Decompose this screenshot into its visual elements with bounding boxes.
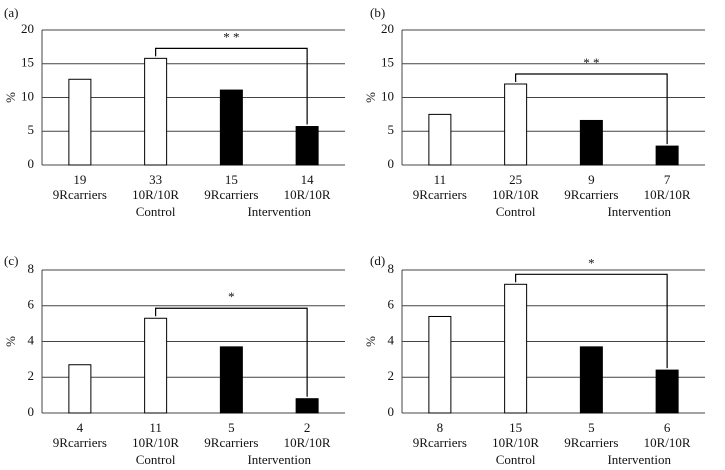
group-label: Intervention [247, 452, 311, 467]
x-tick-label: 9Rcarriers [204, 187, 258, 202]
significance-label: * [588, 255, 595, 270]
y-tick-label: 20 [21, 21, 34, 36]
x-tick-label: 9Rcarriers [204, 435, 258, 450]
y-tick-label: 5 [28, 122, 35, 137]
bar [219, 346, 243, 414]
y-axis-label: % [363, 336, 378, 347]
bar [655, 369, 679, 414]
x-tick-label: 10R/10R [644, 187, 691, 202]
n-label: 11 [149, 420, 162, 435]
x-tick-label: 10R/10R [492, 435, 539, 450]
n-label: 9 [588, 172, 595, 187]
bar [655, 145, 679, 166]
panel-label: (a) [4, 5, 18, 20]
y-tick-label: 0 [388, 156, 395, 171]
bar [428, 315, 452, 414]
group-label: Intervention [247, 204, 311, 219]
bar [504, 283, 528, 414]
y-tick-label: 4 [28, 332, 35, 347]
panel-label: (d) [370, 253, 385, 268]
bar [428, 113, 452, 166]
y-tick-label: 15 [381, 55, 394, 70]
n-label: 15 [509, 420, 522, 435]
y-tick-label: 2 [388, 368, 395, 383]
group-label: Control [496, 204, 536, 219]
n-label: 15 [225, 172, 238, 187]
x-tick-label: 9Rcarriers [413, 435, 467, 450]
n-label: 11 [434, 172, 447, 187]
y-axis-label: % [3, 92, 18, 103]
panel-label: (c) [4, 253, 18, 268]
group-label: Control [496, 452, 536, 467]
n-label: 8 [437, 420, 444, 435]
n-label: 7 [664, 172, 671, 187]
x-tick-label: 9Rcarriers [564, 435, 618, 450]
y-tick-label: 6 [28, 297, 35, 312]
x-tick-label: 10R/10R [132, 187, 179, 202]
y-axis-label: % [363, 92, 378, 103]
group-label: Intervention [607, 452, 671, 467]
significance-bracket [155, 307, 308, 397]
y-tick-label: 8 [388, 261, 395, 276]
group-label: Control [136, 204, 176, 219]
y-tick-label: 20 [381, 21, 394, 36]
n-label: 2 [304, 420, 311, 435]
x-tick-label: 9Rcarriers [413, 187, 467, 202]
y-tick-label: 0 [28, 156, 35, 171]
bar [68, 364, 92, 414]
group-label: Intervention [607, 204, 671, 219]
bar [504, 83, 528, 166]
n-label: 6 [664, 420, 671, 435]
y-tick-label: 15 [21, 55, 34, 70]
n-label: 5 [588, 420, 595, 435]
significance-bracket [155, 47, 308, 125]
x-tick-label: 9Rcarriers [564, 187, 618, 202]
x-tick-label: 10R/10R [132, 435, 179, 450]
bar [295, 126, 319, 166]
n-label: 19 [73, 172, 86, 187]
significance-label: * * [223, 29, 239, 44]
x-tick-label: 10R/10R [284, 187, 331, 202]
y-tick-label: 2 [28, 368, 35, 383]
bar [68, 78, 92, 166]
bar [295, 398, 319, 414]
x-tick-label: 10R/10R [644, 435, 691, 450]
bar [144, 57, 168, 166]
y-tick-label: 10 [381, 88, 394, 103]
significance-bracket [515, 73, 668, 145]
y-tick-label: 4 [388, 332, 395, 347]
y-tick-label: 6 [388, 297, 395, 312]
y-tick-label: 5 [388, 122, 395, 137]
y-tick-label: 8 [28, 261, 35, 276]
significance-label: * [228, 289, 235, 304]
n-label: 25 [509, 172, 522, 187]
n-label: 5 [228, 420, 235, 435]
x-tick-label: 10R/10R [284, 435, 331, 450]
y-tick-label: 0 [388, 404, 395, 419]
y-axis-label: % [3, 336, 18, 347]
x-tick-label: 9Rcarriers [53, 435, 107, 450]
y-tick-label: 10 [21, 88, 34, 103]
bar [219, 89, 243, 166]
bar [144, 317, 168, 414]
n-label: 4 [77, 420, 84, 435]
panel-label: (b) [370, 5, 385, 20]
significance-label: * * [583, 55, 599, 70]
x-tick-label: 10R/10R [492, 187, 539, 202]
n-label: 14 [301, 172, 315, 187]
bar [579, 346, 603, 414]
significance-bracket [515, 273, 668, 369]
bar [579, 119, 603, 166]
group-label: Control [136, 452, 176, 467]
n-label: 33 [149, 172, 162, 187]
y-tick-label: 0 [28, 404, 35, 419]
x-tick-label: 9Rcarriers [53, 187, 107, 202]
